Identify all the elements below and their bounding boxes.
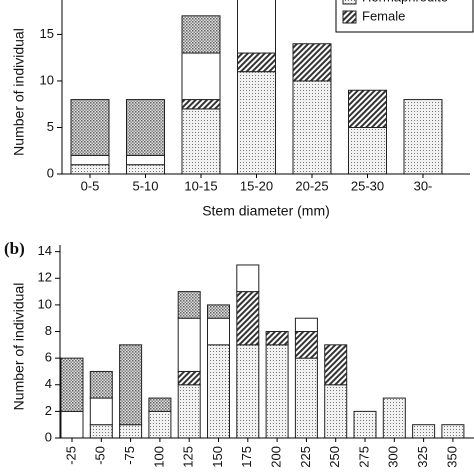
bar-segment (89, 424, 113, 439)
bar-segment (89, 397, 113, 426)
y-tick-label: 14 (38, 243, 52, 258)
bar-segment (348, 126, 387, 175)
bar-segment (126, 164, 165, 175)
x-tick-label: 20-25 (295, 178, 328, 193)
x-tick-label: -75 (122, 446, 137, 465)
bar-segment (237, 71, 276, 175)
y-tick-label: 6 (45, 350, 52, 365)
y-tick-label: 0 (45, 429, 52, 444)
x-tick-label: 325 (415, 446, 430, 468)
bar-segment (294, 357, 318, 439)
bar-segment (60, 357, 84, 412)
x-tick-label: 25-30 (351, 178, 384, 193)
bar-segment (148, 410, 172, 439)
y-tick-label: 10 (38, 296, 52, 311)
x-tick-label: 250 (327, 446, 342, 468)
x-tick-label: 10-15 (184, 178, 217, 193)
bar-segment (348, 89, 387, 128)
bar-segment (236, 264, 260, 293)
y-tick-label: 5 (47, 119, 54, 134)
bar-segment (324, 384, 348, 439)
bar-segment (126, 99, 165, 156)
bar-segment (60, 410, 84, 439)
y-tick-label: 2 (45, 403, 52, 418)
y-axis-label: Number of individual (11, 283, 27, 411)
bar-segment (236, 344, 260, 439)
bar-segment (324, 344, 348, 386)
bar-segment (207, 317, 230, 346)
x-tick-label: 125 (181, 446, 196, 468)
bar-segment (181, 99, 221, 110)
bar-segment (353, 410, 377, 439)
x-tick-label: 175 (239, 446, 254, 468)
plot (60, 264, 465, 439)
bar-segment (148, 397, 172, 412)
bar-segment (181, 52, 221, 101)
y-tick-label: 0 (47, 165, 54, 180)
bar-segment (292, 80, 332, 175)
x-tick-label: 350 (444, 446, 459, 468)
y-tick-label: 4 (45, 376, 52, 391)
x-tick-label: 300 (386, 446, 401, 468)
y-tick-label: 8 (45, 323, 52, 338)
legend-frame (335, 0, 474, 33)
bar-segment (412, 424, 436, 439)
bar-segment (294, 331, 318, 359)
bar-segment (207, 304, 230, 319)
bar-segment (237, 52, 276, 73)
bar-segment (89, 370, 113, 399)
legend-label: Hermaphrodite (362, 0, 448, 4)
bar-segment (70, 154, 110, 166)
bar-segment (292, 43, 332, 82)
bar-segment (177, 317, 201, 372)
x-tick-label: -25 (63, 446, 78, 465)
legend-swatch (342, 0, 357, 5)
bar-segment (265, 331, 289, 346)
bar-segment (119, 424, 143, 439)
bar-segment (177, 384, 201, 439)
bar-segment (265, 344, 289, 439)
x-tick-label: 200 (269, 446, 284, 468)
bar-segment (441, 424, 465, 439)
plot (70, 0, 443, 175)
bar-segment (177, 370, 201, 386)
y-tick-label: 10 (40, 72, 54, 87)
x-tick-label: 30- (414, 178, 433, 193)
panel-label: (b) (4, 239, 25, 258)
legend-label: Female (362, 8, 405, 23)
y-axis-label: Number of individual (11, 28, 27, 156)
bar-segment (207, 344, 230, 439)
bar-segment (181, 15, 221, 54)
bar-segment (236, 291, 260, 346)
y-tick-label: 12 (38, 270, 52, 285)
x-tick-label: 15-20 (240, 178, 273, 193)
bar-segment (119, 344, 143, 426)
x-tick-label: 0-5 (81, 178, 100, 193)
x-tick-label: 275 (356, 446, 371, 468)
bar-segment (70, 99, 110, 156)
bar-segment (403, 99, 443, 175)
bar-segment (177, 291, 201, 319)
bar-segment (294, 317, 318, 333)
bar-segment (382, 397, 406, 439)
x-axis-label: Stem diameter (mm) (202, 203, 330, 219)
x-tick-label: 5-10 (132, 178, 158, 193)
bar-segment (126, 154, 165, 166)
x-tick-label: 150 (210, 446, 225, 468)
bar-segment (181, 108, 221, 175)
legend-swatch (342, 10, 357, 24)
bar-segment (237, 0, 276, 54)
x-tick-label: 100 (151, 446, 166, 468)
y-tick-label: 15 (40, 26, 54, 41)
bar-segment (70, 164, 110, 175)
x-tick-label: -50 (93, 446, 108, 465)
x-tick-label: 225 (298, 446, 313, 468)
